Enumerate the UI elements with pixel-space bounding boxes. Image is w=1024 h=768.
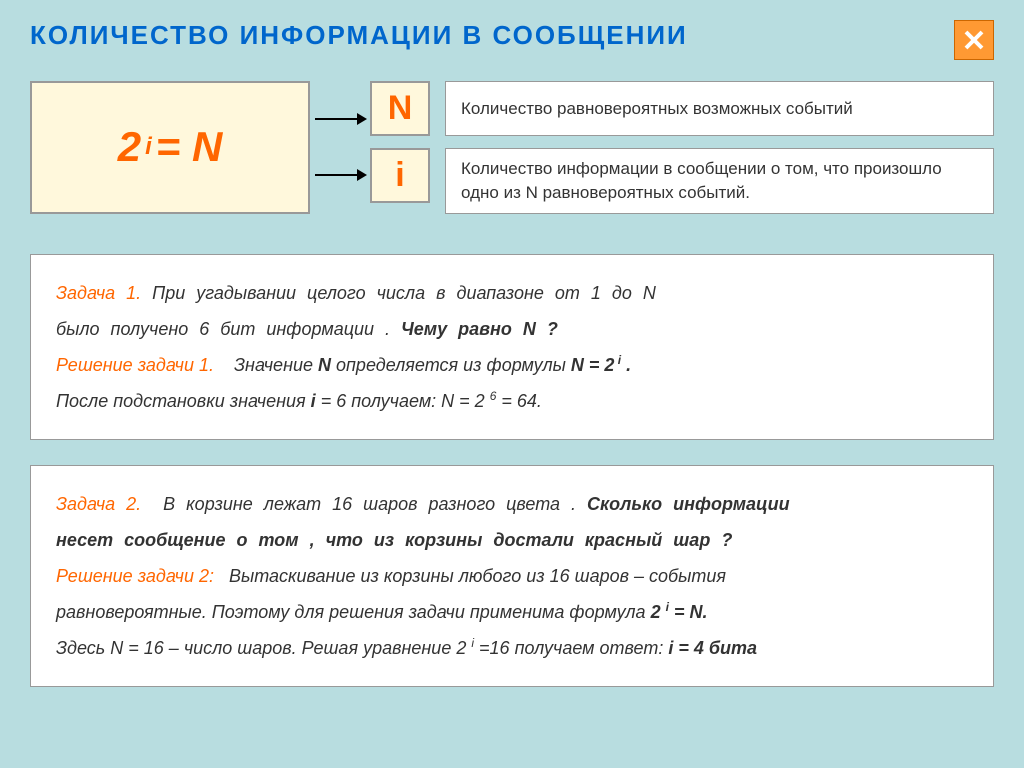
task1-text: было получено 6 бит информации . [56,319,401,339]
task2-answer: i = 4 бита [668,638,757,658]
task2-solution: равновероятные. Поэтому для решения зада… [56,602,651,622]
task2-solution: 2 [651,602,666,622]
close-button[interactable] [954,20,994,60]
task1-solution: N = 2 [571,355,615,375]
task1-solution: i [311,391,316,411]
formula-exp: i [145,133,152,161]
symbol-n: N [370,81,430,136]
task1-solution: Значение [234,355,318,375]
task1-exp: i [614,353,621,367]
task1-solution: = 6 получаем: N = 2 [321,391,490,411]
task2-box: Задача 2. В корзине лежат 16 шаров разно… [30,465,994,687]
task2-text: В корзине лежат 16 шаров разного цвета . [163,494,587,514]
task2-exp: i [666,600,669,614]
task1-solution: определяется из формулы [336,355,571,375]
arrows-column [310,81,370,214]
formula-eq: = N [156,123,223,171]
task2-question: несет сообщение о том , что из корзины д… [56,522,968,558]
task2-solution: Здесь N = 16 – число шаров. Решая уравне… [56,638,471,658]
close-icon [962,28,986,52]
task2-label: Задача 2. [56,494,141,514]
arrow-icon [315,118,365,120]
task1-exp: 6 [490,389,497,403]
description-column: Количество равновероятных возможных собы… [445,81,994,214]
task1-solution: N [318,355,331,375]
formula-box: 2 i = N [30,81,310,214]
task2-question: Сколько информации [587,494,790,514]
task2-solution: Вытаскивание из корзины любого из 16 шар… [229,566,726,586]
formula-section: 2 i = N N i Количество равновероятных во… [30,81,994,214]
formula-base: 2 [118,123,141,171]
page-title: КОЛИЧЕСТВО ИНФОРМАЦИИ В СООБЩЕНИИ [30,20,994,51]
task2-solution: = N. [674,602,708,622]
task1-box: Задача 1. При угадывании целого числа в … [30,254,994,440]
task2-solution-label: Решение задачи 2: [56,566,214,586]
task2-exp: i [471,636,474,650]
symbol-column: N i [370,81,430,214]
task1-label: Задача 1. [56,283,141,303]
task1-solution: После подстановки значения [56,391,311,411]
task1-solution: = 64. [501,391,542,411]
task1-solution-label: Решение задачи 1. [56,355,214,375]
task1-question: Чему равно N ? [401,319,558,339]
task1-text: При угадывании целого числа в диапазоне … [152,283,656,303]
arrow-icon [315,174,365,176]
description-i: Количество информации в сообщении о том,… [445,148,994,214]
symbol-i: i [370,148,430,203]
task2-solution: =16 получаем ответ: [479,638,668,658]
task1-solution: . [626,355,631,375]
description-n: Количество равновероятных возможных собы… [445,81,994,136]
